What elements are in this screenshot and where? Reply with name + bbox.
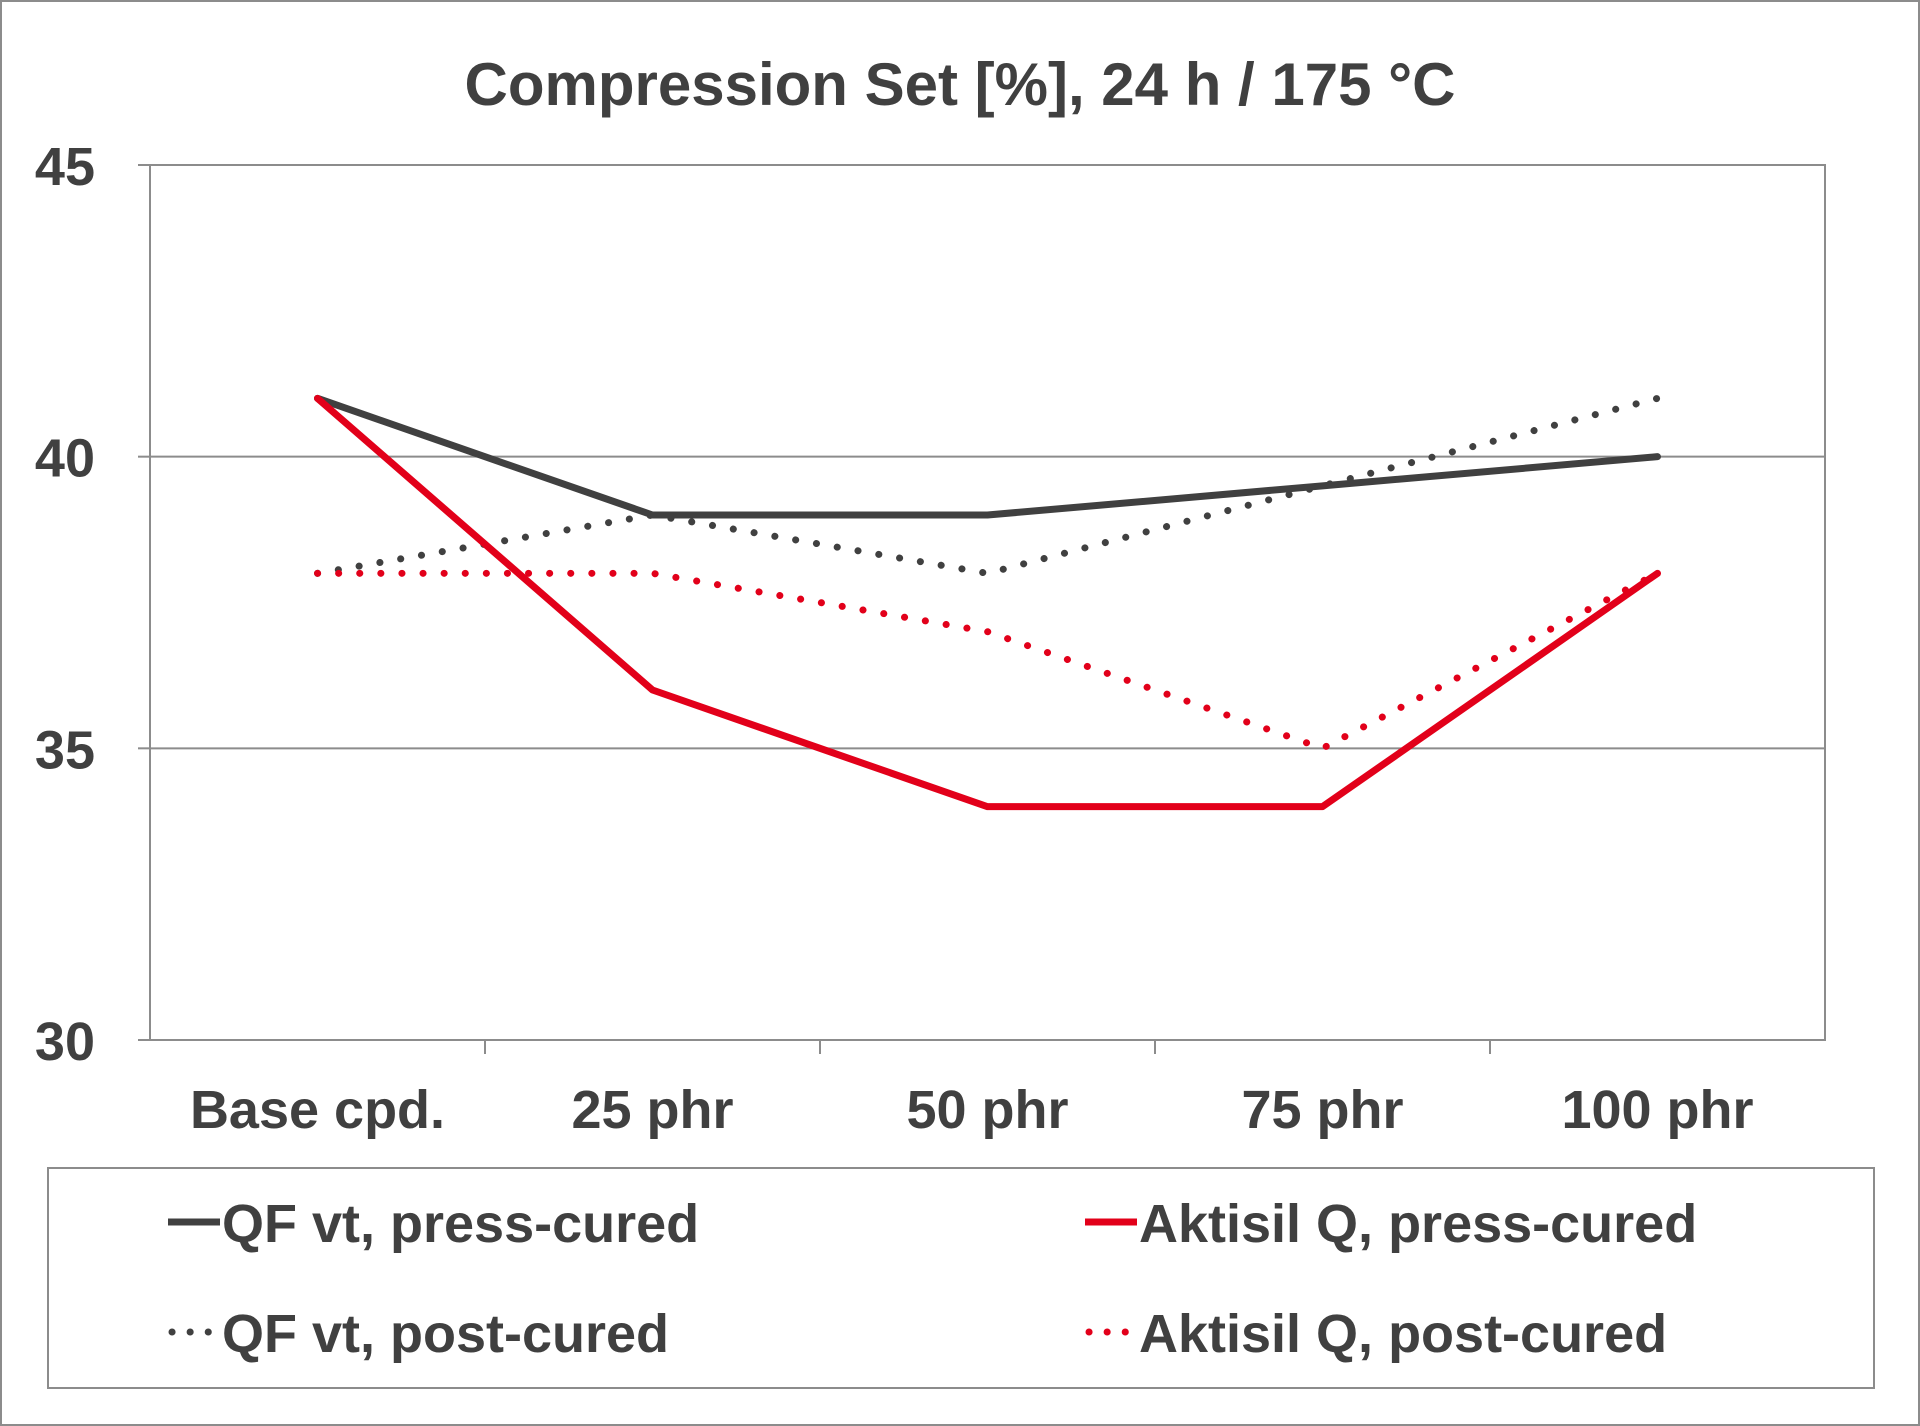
gridlines <box>150 455 1825 750</box>
legend-box <box>47 1167 1875 1389</box>
series-layer <box>314 394 1661 811</box>
plot-area-border <box>149 164 1826 1041</box>
x-tick-label: 50 phr <box>906 1080 1068 1140</box>
y-tick-label: 45 <box>35 137 95 197</box>
legend-label-3: Aktisil Q, post-cured <box>1139 1304 1667 1364</box>
y-tick-label: 35 <box>35 720 95 780</box>
x-tick-label: 100 phr <box>1561 1080 1753 1140</box>
y-tick-label: 40 <box>35 429 95 489</box>
chart-title: Compression Set [%], 24 h / 175 °C <box>465 51 1456 118</box>
legend-label-1: QF vt, post-cured <box>222 1304 669 1364</box>
series-line-1 <box>314 394 1661 577</box>
legend-label-0: QF vt, press-cured <box>222 1194 699 1254</box>
y-tick-label: 30 <box>35 1012 95 1072</box>
x-tick-label: 75 phr <box>1241 1080 1403 1140</box>
x-axis: Base cpd. 25 phr 50 phr 75 phr 100 phr <box>190 1040 1754 1140</box>
legend-label-2: Aktisil Q, press-cured <box>1139 1194 1697 1254</box>
x-tick-label: 25 phr <box>571 1080 733 1140</box>
legend: QF vt, press-cured Aktisil Q, press-cured… <box>47 1167 1875 1389</box>
x-tick-label: Base cpd. <box>190 1080 445 1140</box>
y-axis: 30 35 40 45 <box>35 137 150 1072</box>
